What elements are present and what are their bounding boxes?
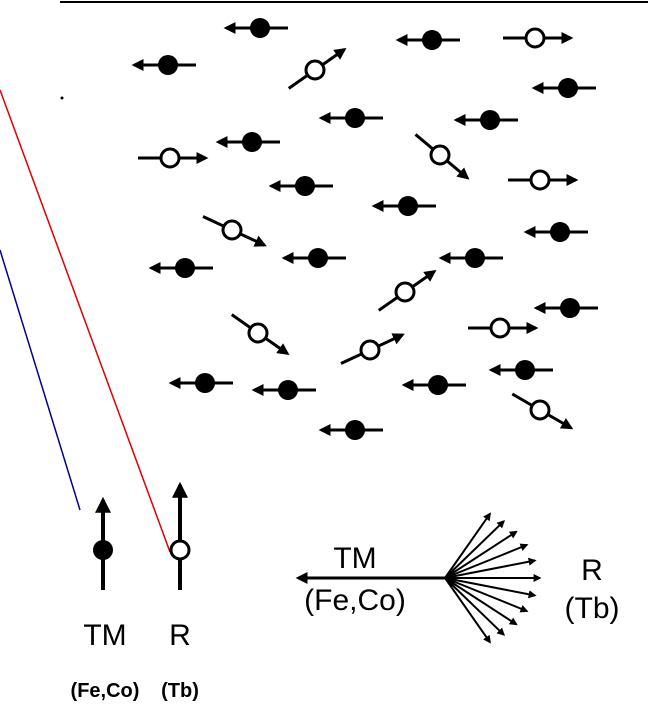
r-moment	[444, 577, 537, 599]
tm-atom	[158, 55, 178, 75]
r-atom	[529, 399, 551, 421]
tm-atom	[242, 132, 262, 152]
tm-atom	[278, 380, 298, 400]
tm-atom	[345, 420, 365, 440]
pointer-line-blue	[0, 249, 81, 511]
r-moment	[444, 577, 518, 626]
tm-atom	[175, 258, 195, 278]
r-atom	[159, 147, 181, 169]
r-moment	[444, 520, 505, 579]
r-atom	[489, 317, 511, 339]
tm-atom	[93, 540, 113, 560]
tm-atom	[195, 373, 215, 393]
r-atom	[429, 144, 451, 166]
tm-atom	[308, 248, 328, 268]
fan-arrows	[295, 512, 542, 644]
r-atom	[304, 59, 326, 81]
r-moment	[444, 557, 537, 579]
tm-atom	[250, 18, 270, 38]
tm-atom	[465, 248, 485, 268]
fan-tm-label: TM	[333, 542, 376, 575]
tm-atom	[398, 196, 418, 216]
r-moment	[444, 530, 518, 579]
tm-atom	[515, 360, 535, 380]
tm-atom	[295, 176, 315, 196]
r-moment	[444, 543, 529, 579]
tm-atom	[428, 375, 448, 395]
tm-atom	[558, 78, 578, 98]
tm-atom	[345, 108, 365, 128]
fan-r-elements: (Tb)	[565, 592, 620, 625]
atom-field	[131, 18, 598, 440]
tm-atom	[422, 30, 442, 50]
r-atom	[394, 281, 416, 303]
tm-atom	[480, 110, 500, 130]
tm-elements: (Fe,Co)	[71, 680, 140, 702]
pointer-line-red	[0, 89, 171, 553]
fan-r-label: R	[581, 554, 603, 587]
r-atom	[529, 169, 551, 191]
r-atom	[169, 539, 191, 561]
legend-atoms	[93, 481, 191, 590]
r-moment	[444, 577, 529, 613]
r-moment	[444, 577, 491, 644]
tm-label: TM	[83, 619, 126, 652]
r-atom	[524, 27, 546, 49]
r-moment	[444, 577, 505, 636]
r-atom	[221, 219, 243, 241]
r-label: R	[169, 619, 191, 652]
r-elements: (Tb)	[161, 680, 199, 702]
tm-atom	[560, 298, 580, 318]
r-atom	[247, 322, 269, 344]
speck	[60, 96, 64, 100]
r-atom	[359, 339, 381, 361]
tm-atom	[550, 222, 570, 242]
r-moment	[444, 512, 491, 579]
fan-tm-elements: (Fe,Co)	[304, 584, 406, 617]
